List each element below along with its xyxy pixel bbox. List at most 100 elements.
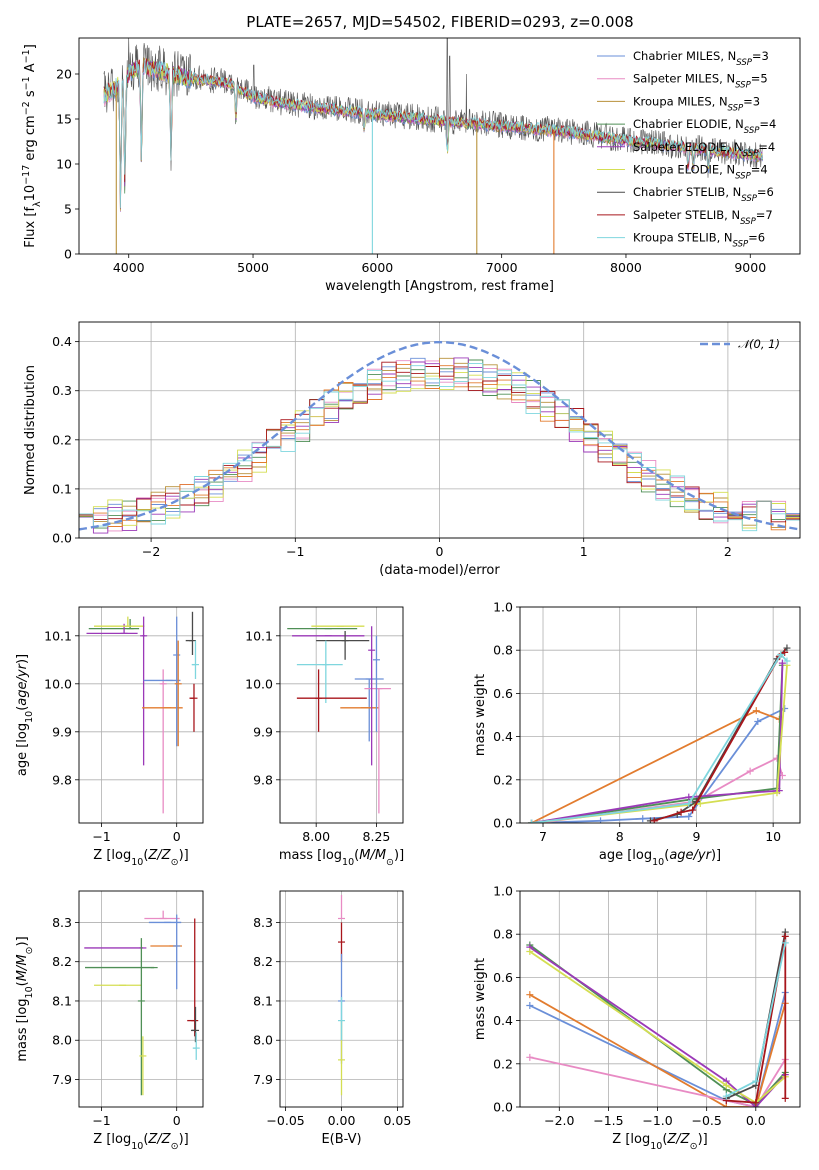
weight-point — [685, 793, 693, 801]
weight-point — [526, 1001, 534, 1009]
normal-legend: 𝒩(0, 1) — [700, 337, 780, 351]
legend-sub: SSP — [744, 126, 760, 136]
y-tick-label: 8.0 — [253, 1033, 273, 1048]
label-part: M/M — [359, 848, 386, 863]
label-part: 10 — [652, 857, 664, 868]
label-part: ⊙ — [690, 1141, 698, 1152]
panel-massweight_vs_Z: −2.0 −1.5 −1.0 −0.5 0.0 0.0 0.2 0.4 0.6 0.8 1.0 Z [… — [473, 884, 801, 1152]
plot-area — [528, 644, 791, 823]
errorbar-9 — [185, 611, 196, 655]
label-part: ⊙ — [24, 947, 35, 955]
weight-point — [528, 819, 536, 823]
y-axis-label: age [log10(age/yr)] — [15, 654, 35, 776]
legend-sub: SSP — [740, 217, 756, 227]
x-tick-label: 4000 — [113, 260, 145, 275]
x-tick-label: 9 — [692, 829, 700, 844]
weight-line-5 — [529, 950, 786, 1104]
y-tick-label: 0.8 — [493, 927, 513, 942]
x-tick-label: 6000 — [361, 260, 393, 275]
x-tick-label: 0.0 — [746, 1113, 766, 1128]
legend-text: Chabrier STELIB, N — [633, 185, 741, 199]
y-tick-label: 0.0 — [493, 1100, 513, 1115]
label-part: −2 — [21, 101, 32, 115]
x-tick-label: 8.00 — [302, 829, 330, 844]
panel-mass_vs_Z: −1 07.98.08.18.28.3Z [log10(Z/Z⊙)]mass [l… — [15, 890, 204, 1152]
y-tick-label: 0.0 — [52, 531, 72, 546]
normal-curve — [79, 341, 800, 531]
plot-area — [103, 38, 763, 254]
legend-sub: SSP — [728, 103, 744, 113]
y-tick-label: 7.9 — [253, 1072, 273, 1087]
plot-area — [526, 928, 789, 1107]
axes-frame — [78, 890, 204, 1108]
label-part: mass weight — [473, 958, 488, 1040]
y-tick-label: 0.1 — [52, 481, 72, 496]
weight-point — [685, 800, 693, 808]
plot-area — [86, 611, 199, 814]
weight-point — [526, 947, 534, 955]
label-part: age [log — [15, 723, 30, 776]
legend-sub: SSP — [733, 240, 749, 250]
label-part: 10 — [342, 857, 354, 868]
y-tick-label: 1.0 — [493, 600, 513, 615]
axes-frame — [279, 606, 404, 824]
y-tick-label: 0.4 — [493, 729, 513, 744]
legend-entry: Kroupa ELODIE, NSSP=4 — [633, 163, 768, 182]
y-tick-label: 8.0 — [52, 1033, 72, 1048]
y-tick-label: 9.9 — [52, 724, 72, 739]
figure-title: PLATE=2657, MJD=54502, FIBERID=0293, z=0… — [246, 13, 633, 31]
y-tick-label: 0 — [64, 247, 72, 262]
label-part: A — [23, 63, 38, 76]
x-axis-label: mass [log10(M/M⊙)] — [279, 848, 404, 868]
label-part: Z/Z — [666, 1132, 690, 1147]
weight-point — [752, 1099, 760, 1107]
y-tick-label: 0.6 — [493, 970, 513, 985]
legend-text: Kroupa STELIB, N — [633, 231, 733, 245]
axes-frame — [78, 37, 801, 255]
label-part: 10 — [131, 1141, 143, 1152]
label-part: s — [23, 90, 38, 101]
x-tick-label: 10 — [765, 829, 781, 844]
x-tick-label: 0 — [173, 829, 181, 844]
plot-area — [79, 341, 800, 538]
x-axis-label: E(B-V) — [321, 1132, 361, 1147]
x-tick-label: 7 — [539, 829, 547, 844]
errorbar-4 — [139, 1036, 147, 1096]
legend-entry: Salpeter STELIB, NSSP=7 — [633, 208, 773, 227]
legend-text: Salpeter STELIB, N — [633, 208, 740, 222]
label-part: −17 — [21, 165, 32, 185]
axes-frame — [519, 890, 801, 1108]
label-part: −1 — [21, 49, 32, 63]
plot-area — [287, 625, 391, 814]
label-part: E(B-V) — [321, 1132, 361, 1147]
x-tick-label: −2 — [142, 544, 160, 559]
errorbar-8 — [173, 914, 181, 990]
label-part: )] — [711, 848, 721, 863]
weight-line-2 — [529, 1056, 787, 1107]
x-tick-label: −1.0 — [642, 1113, 672, 1128]
errorbar-3 — [137, 938, 145, 1096]
weight-point — [685, 813, 693, 821]
panel-residual_histogram: −2 −1 0 1 2 0.0 0.1 0.2 0.3 0.4 (data-model)/error… — [23, 321, 801, 578]
weight-point — [752, 707, 760, 715]
y-tick-label: 5 — [64, 202, 72, 217]
errorbar-0 — [338, 894, 345, 920]
x-tick-label: −1 — [286, 544, 304, 559]
label-part: ( — [15, 706, 30, 711]
errorbar-10 — [372, 635, 380, 732]
label-part: ( — [143, 848, 148, 863]
label-part: age [log — [599, 848, 652, 863]
label-part: ( — [15, 981, 30, 986]
label-part: mass [log — [15, 998, 30, 1061]
panel-age_vs_mass: 8.00 8.25 9.8 9.9 10.0 10.1 mass [log10(M/M⊙)] — [245, 606, 404, 868]
y-tick-label: 15 — [56, 112, 72, 127]
x-tick-label: 9000 — [734, 260, 766, 275]
legend-text: Kroupa MILES, N — [633, 94, 728, 108]
weight-point — [781, 939, 789, 947]
label-part: M/M — [15, 954, 30, 981]
weight-line-7 — [726, 936, 787, 1104]
y-axis-label: mass weight — [473, 958, 488, 1040]
weight-line-5 — [531, 665, 788, 823]
label-part: )] — [179, 1132, 189, 1147]
